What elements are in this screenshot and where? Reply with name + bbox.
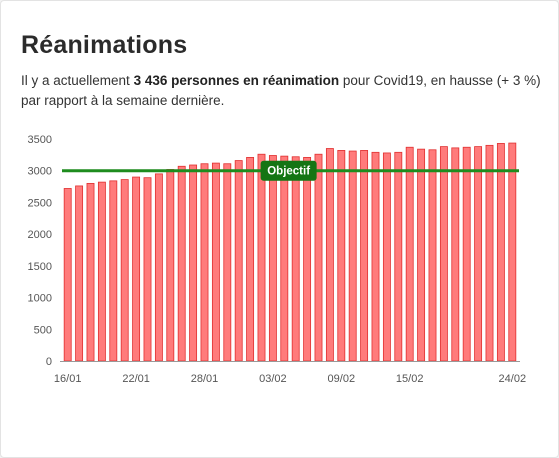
desc-before: Il y a actuellement — [21, 73, 134, 88]
bar-15/02 — [405, 146, 414, 362]
card-title: Réanimations — [21, 31, 188, 59]
x-tick-label: 15/02 — [396, 373, 424, 385]
bar-16/01 — [63, 188, 72, 362]
bar-24/01 — [154, 173, 163, 362]
desc-after: pour Covid19, en hausse (+ 3 %) par rapp… — [21, 73, 541, 108]
bar-26/01 — [177, 165, 186, 362]
bar-23/02 — [496, 143, 505, 362]
x-tick-label: 09/02 — [328, 373, 356, 385]
bar-20/01 — [109, 180, 118, 362]
y-tick-label: 3500 — [28, 134, 52, 146]
bar-02/02 — [257, 153, 266, 362]
bar-18/01 — [86, 182, 95, 362]
x-axis: 16/01 22/01 28/01 03/02 09/02 15/02 24/02 — [54, 361, 527, 385]
y-tick-label: 500 — [34, 324, 52, 336]
bar-19/02 — [451, 147, 460, 362]
y-tick-label: 1500 — [28, 261, 52, 273]
bar-30/01 — [223, 163, 232, 362]
bar-01/02 — [246, 156, 255, 362]
bar-08/02 — [325, 148, 334, 362]
x-tick-label: 16/01 — [54, 373, 82, 385]
bar-11/02 — [360, 150, 369, 362]
bar-07/02 — [314, 153, 323, 362]
bar-21/01 — [120, 179, 129, 362]
bar-31/01 — [234, 160, 243, 362]
y-tick-label: 2500 — [28, 197, 52, 209]
y-tick-label: 0 — [46, 356, 52, 368]
bar-17/01 — [75, 185, 84, 362]
objective-badge — [260, 160, 317, 181]
y-tick-label: 3000 — [28, 166, 52, 178]
x-tick-label: 24/02 — [499, 373, 527, 385]
x-tick-label: 28/01 — [191, 373, 219, 385]
bar-03/02 — [268, 155, 277, 362]
bar-28/01 — [200, 163, 209, 362]
objective-label: Objectif — [267, 166, 310, 178]
x-tick-label: 22/01 — [122, 373, 150, 385]
bar-27/01 — [189, 164, 198, 362]
bar-05/02 — [291, 156, 300, 362]
bar-17/02 — [428, 149, 437, 362]
bar-29/01 — [211, 162, 220, 362]
bar-23/01 — [143, 177, 152, 362]
bars — [63, 142, 517, 362]
bar-22/01 — [132, 176, 141, 362]
desc-bold: 3 436 personnes en réanimation — [133, 73, 340, 88]
bar-10/02 — [348, 150, 357, 362]
bar-21/02 — [474, 146, 483, 362]
bar-04/02 — [280, 155, 289, 362]
bar-09/02 — [337, 150, 346, 362]
bar-13/02 — [382, 152, 391, 362]
bar-12/02 — [371, 151, 380, 362]
card-description: Il y a actuellement 3 436 personnes en r… — [21, 71, 541, 111]
bar-18/02 — [439, 146, 448, 362]
bar-16/02 — [417, 148, 426, 362]
y-tick-label: 2000 — [28, 229, 52, 241]
y-tick-label: 1000 — [28, 293, 52, 305]
y-axis: 0 500 1000 1500 2000 2500 3000 3500 — [28, 134, 52, 368]
x-tick-label: 03/02 — [259, 373, 287, 385]
bar-24/02 — [508, 142, 517, 362]
bar-20/02 — [462, 146, 471, 362]
bar-06/02 — [303, 156, 312, 362]
bar-19/01 — [97, 181, 106, 362]
bar-22/02 — [485, 144, 494, 362]
bar-25/01 — [166, 169, 175, 362]
bar-14/02 — [394, 151, 403, 362]
objective-layer: Objectif — [62, 160, 519, 181]
